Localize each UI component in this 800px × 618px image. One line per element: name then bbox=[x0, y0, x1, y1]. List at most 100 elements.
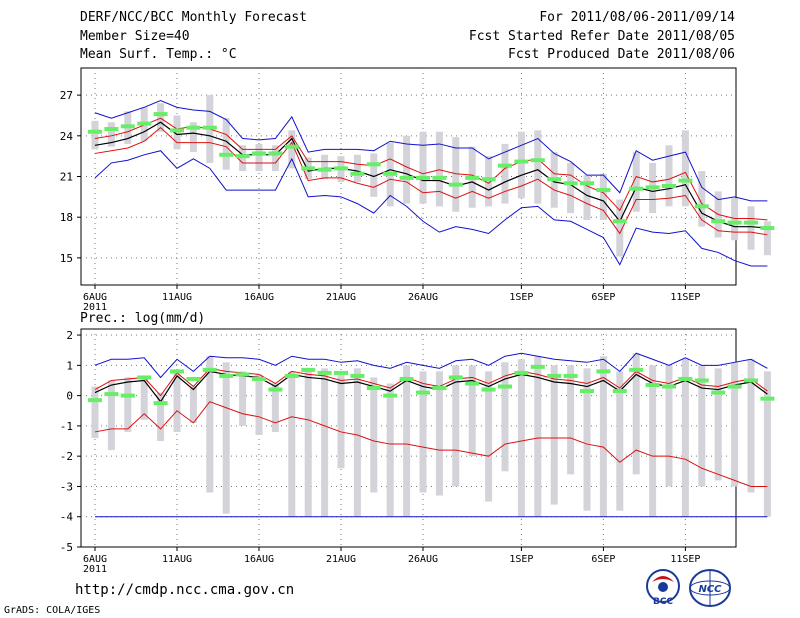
min-envelope-line bbox=[94, 150, 768, 267]
median-marker bbox=[662, 183, 676, 188]
ensemble-range-bar bbox=[189, 386, 197, 423]
y-tick-label: -1 bbox=[60, 420, 73, 433]
ensemble-range-bar bbox=[534, 356, 542, 517]
median-marker bbox=[301, 166, 316, 171]
x-tick-label: 21AUG bbox=[326, 554, 356, 565]
ensemble-range-bar bbox=[517, 131, 525, 199]
ensemble-range-bar bbox=[485, 156, 493, 207]
ensemble-range-bar bbox=[731, 362, 739, 487]
median-marker bbox=[481, 177, 496, 182]
median-marker bbox=[186, 376, 201, 381]
ensemble-mean-line bbox=[94, 121, 768, 229]
median-marker bbox=[170, 369, 184, 374]
median-marker bbox=[334, 166, 348, 171]
chart-title: DERF/NCC/BCC Monthly Forecast bbox=[80, 10, 307, 25]
source-url[interactable]: http://cmdp.ncc.cma.gov.cn bbox=[75, 582, 295, 598]
median-marker bbox=[596, 188, 611, 193]
median-marker bbox=[88, 129, 102, 134]
median-marker bbox=[383, 171, 398, 176]
median-marker bbox=[235, 154, 250, 159]
x-tick-label: 16AUG bbox=[244, 554, 274, 565]
median-marker bbox=[350, 171, 365, 176]
ensemble-range-bar bbox=[632, 152, 640, 212]
fcst-started-date: Fcst Started Refer Date 2011/08/05 bbox=[468, 29, 735, 44]
ensemble-range-bar bbox=[435, 131, 443, 207]
x-tick-label: 6SEP bbox=[591, 292, 615, 303]
x-tick-label: 6SEP bbox=[591, 554, 615, 565]
median-marker bbox=[317, 167, 332, 172]
ensemble-range-bar bbox=[452, 137, 460, 212]
median-marker bbox=[366, 162, 381, 167]
median-marker bbox=[350, 373, 365, 378]
median-marker bbox=[120, 393, 135, 398]
ensemble-range-bar bbox=[271, 145, 279, 172]
ensemble-range-bar bbox=[632, 353, 640, 475]
variable-temp-label: Mean Surf. Temp.: °C bbox=[80, 47, 237, 62]
grads-credit: GrADS: COLA/IGES bbox=[4, 605, 101, 616]
median-marker bbox=[629, 186, 644, 191]
ensemble-range-bar bbox=[353, 368, 361, 517]
ensemble-range-bar bbox=[501, 362, 509, 472]
x-tick-label: 1SEP bbox=[509, 292, 533, 303]
ensemble-range-bar bbox=[403, 365, 411, 517]
median-marker bbox=[465, 381, 480, 386]
x-tick-sublabel: 2011 bbox=[83, 564, 107, 575]
ensemble-range-bar bbox=[321, 368, 329, 517]
ensemble-range-bar bbox=[599, 356, 607, 517]
x-tick-label: 11SEP bbox=[670, 292, 700, 303]
forecast-range: For 2011/08/06-2011/09/14 bbox=[539, 10, 735, 25]
median-marker bbox=[252, 376, 266, 381]
median-marker bbox=[399, 175, 414, 180]
ensemble-range-bar bbox=[107, 122, 115, 147]
median-marker bbox=[432, 386, 447, 391]
ensemble-range-bar bbox=[681, 359, 689, 517]
bcc-logo: BCC bbox=[646, 569, 680, 607]
ensemble-range-bar bbox=[534, 130, 542, 204]
ensemble-range-bar bbox=[665, 145, 673, 207]
ensemble-range-bar bbox=[173, 115, 181, 150]
median-marker bbox=[219, 152, 234, 157]
y-tick-label: 18 bbox=[60, 211, 73, 224]
ensemble-range-bar bbox=[747, 206, 755, 250]
x-tick-label: 11SEP bbox=[670, 554, 700, 565]
median-marker bbox=[563, 373, 578, 378]
median-marker bbox=[334, 370, 348, 375]
median-marker bbox=[416, 175, 430, 180]
ensemble-range-bar bbox=[599, 173, 607, 220]
y-tick-label: 0 bbox=[66, 390, 73, 403]
ensemble-range-bar bbox=[271, 383, 279, 432]
ensemble-range-bar bbox=[583, 368, 591, 511]
max-envelope-line bbox=[94, 352, 768, 379]
median-marker bbox=[170, 128, 184, 133]
ensemble-range-bar bbox=[567, 365, 575, 475]
median-marker bbox=[727, 220, 742, 225]
ensemble-range-bar bbox=[517, 359, 525, 517]
median-marker bbox=[760, 396, 775, 401]
ensemble-range-bar bbox=[583, 175, 591, 220]
median-marker bbox=[498, 163, 512, 168]
ensemble-range-bar bbox=[124, 377, 132, 432]
median-marker bbox=[301, 367, 316, 372]
median-marker bbox=[366, 386, 381, 391]
median-marker bbox=[662, 384, 676, 389]
y-tick-label: 24 bbox=[60, 130, 74, 143]
median-marker bbox=[153, 112, 168, 117]
precip-title: Prec.: log(mm/d) bbox=[80, 311, 206, 326]
y-tick-label: 27 bbox=[60, 89, 73, 102]
ensemble-range-bar bbox=[616, 371, 624, 511]
member-size: Member Size=40 bbox=[80, 29, 190, 44]
ensemble-range-bar bbox=[189, 122, 197, 153]
median-marker bbox=[432, 175, 447, 180]
fcst-produced-date: Fcst Produced Date 2011/08/06 bbox=[508, 47, 735, 62]
x-tick-label: 16AUG bbox=[244, 292, 274, 303]
median-marker bbox=[284, 373, 299, 378]
ensemble-range-bar bbox=[763, 221, 771, 256]
ensemble-range-bar bbox=[206, 356, 214, 493]
x-tick-label: 6AUG bbox=[83, 554, 107, 565]
median-marker bbox=[563, 181, 578, 186]
median-marker bbox=[514, 370, 529, 375]
ensemble-range-bar bbox=[403, 135, 411, 204]
